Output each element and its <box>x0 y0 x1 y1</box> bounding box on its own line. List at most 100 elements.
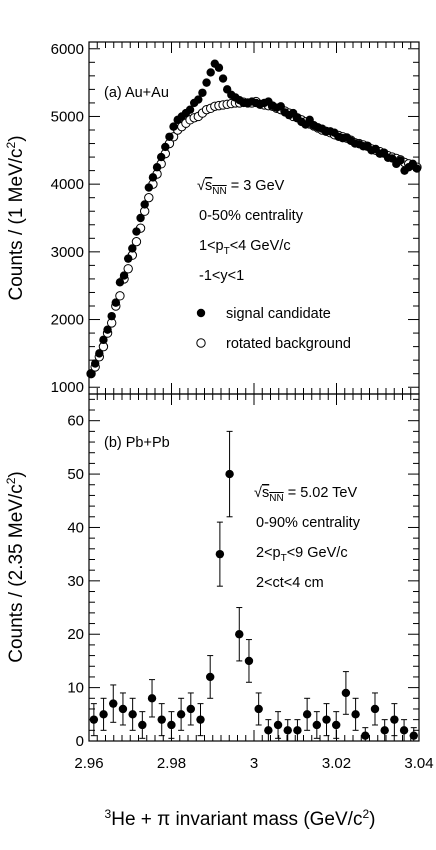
panel-a-annotations: √sNN = 3 GeV 0-50% centrality 1<pT<4 GeV… <box>196 178 351 352</box>
signal-point <box>119 271 129 280</box>
signal-point <box>132 227 141 236</box>
panel-b-ytick-label: 40 <box>67 519 84 536</box>
signal-point <box>152 163 162 172</box>
pbpb-point <box>196 715 205 724</box>
signal-point <box>194 95 203 104</box>
pbpb-point <box>157 715 166 724</box>
panel-b-pt: 2<pT<9 GeV/c <box>256 545 348 564</box>
panel-b-ytick-label: 20 <box>67 626 84 643</box>
xtick-labels: 2.96 2.98 3 3.02 3.04 <box>74 755 433 772</box>
panel-b-points <box>89 430 418 742</box>
panel-a-energy: √sNN = 3 GeV <box>197 178 285 197</box>
signal-point <box>95 349 104 358</box>
signal-point <box>103 325 112 334</box>
signal-point <box>206 68 215 77</box>
pbpb-point <box>167 720 176 730</box>
panel-b-ytick-label: 30 <box>67 573 84 590</box>
pbpb-point <box>312 720 322 730</box>
panel-a-ylabel: Counts / (1 MeV/c2) <box>4 135 27 300</box>
panel-a-ytick-label: 2000 <box>51 312 84 329</box>
pbpb-point <box>147 694 157 703</box>
pbpb-point <box>293 726 302 735</box>
signal-point <box>214 63 224 72</box>
pbpb-point <box>264 726 273 735</box>
background-point <box>144 192 154 203</box>
signal-point <box>218 74 228 83</box>
panel-a-ticks <box>88 42 420 394</box>
panel-a-ytick-label: 4000 <box>51 176 84 193</box>
pbpb-point <box>390 715 399 724</box>
signal-point <box>115 278 125 287</box>
legend-signal-label: signal candidate <box>226 306 331 322</box>
pbpb-point <box>380 726 389 735</box>
signal-point <box>111 298 121 307</box>
panel-a-ytick-label: 5000 <box>51 108 84 125</box>
pbpb-point <box>186 704 196 714</box>
panel-a-rapidity: -1<y<1 <box>199 268 244 284</box>
signal-point <box>412 164 422 173</box>
pbpb-point <box>273 720 283 730</box>
signal-point <box>169 122 178 131</box>
pbpb-point <box>176 710 186 719</box>
signal-point <box>123 254 133 263</box>
panel-b-ticks <box>88 394 420 742</box>
xtick-label: 3.02 <box>322 755 351 772</box>
xlabel: 3He + π invariant mass (GeV/c2) <box>105 807 376 830</box>
xtick-label: 2.98 <box>157 755 186 772</box>
signal-point <box>185 105 195 114</box>
signal-point <box>140 200 149 209</box>
pbpb-point <box>370 704 380 714</box>
signal-point <box>156 152 166 162</box>
panel-b-ylabel: Counts / (2.35 MeV/c2) <box>4 471 27 662</box>
signal-point <box>396 156 405 165</box>
panel-a-ytick-label: 1000 <box>51 379 84 396</box>
signal-point <box>107 311 116 321</box>
signal-point <box>99 335 108 345</box>
pbpb-point <box>409 731 418 740</box>
pbpb-point <box>118 704 128 714</box>
pbpb-point <box>128 710 137 719</box>
panel-a-label: (a) Au+Au <box>104 85 169 101</box>
panel-b-ytick-label: 10 <box>67 680 84 697</box>
panel-b-ytick-labels: 0 10 20 30 40 50 60 <box>67 413 84 750</box>
xtick-label: 3.04 <box>404 755 433 772</box>
pbpb-point <box>109 699 118 708</box>
background-point <box>131 236 142 247</box>
panel-b-ytick-label: 0 <box>76 733 84 750</box>
xtick-label: 3 <box>250 755 258 772</box>
signal-point <box>86 369 96 378</box>
pbpb-point <box>99 710 108 719</box>
pbpb-point <box>205 672 215 682</box>
xtick-label: 2.96 <box>74 755 103 772</box>
legend-signal-marker <box>196 308 206 318</box>
signal-point <box>198 88 207 97</box>
signal-point <box>276 102 286 111</box>
signal-point <box>90 359 100 368</box>
signal-point <box>136 213 145 223</box>
panel-b-energy: √sNN = 5.02 TeV <box>254 485 357 504</box>
pbpb-point <box>244 656 254 666</box>
panel-a-ytick-label: 6000 <box>51 41 84 58</box>
signal-point <box>202 78 211 87</box>
pbpb-point <box>341 688 351 698</box>
panel-b-label: (b) Pb+Pb <box>104 435 170 451</box>
panel-a-ytick-label: 3000 <box>51 244 84 261</box>
panel-a-pt: 1<pT<4 GeV/c <box>199 238 291 257</box>
legend-background-marker <box>196 338 206 348</box>
pbpb-point <box>254 704 263 714</box>
legend-background-label: rotated background <box>226 336 351 352</box>
panel-b-annotations: √sNN = 5.02 TeV 0-90% centrality 2<pT<9 … <box>254 485 361 591</box>
pbpb-point <box>89 715 99 724</box>
panel-a-points <box>86 59 422 379</box>
pbpb-point <box>322 715 331 724</box>
panel-a-centrality: 0-50% centrality <box>199 208 304 224</box>
pbpb-point <box>215 549 225 559</box>
background-point <box>115 291 125 301</box>
background-point <box>123 264 133 274</box>
pbpb-point <box>235 630 244 639</box>
pbpb-point <box>302 710 312 719</box>
pbpb-point <box>332 720 341 730</box>
panel-b-centrality: 0-90% centrality <box>256 515 361 531</box>
pbpb-point <box>225 469 234 479</box>
panel-b-ytick-label: 60 <box>67 413 84 430</box>
